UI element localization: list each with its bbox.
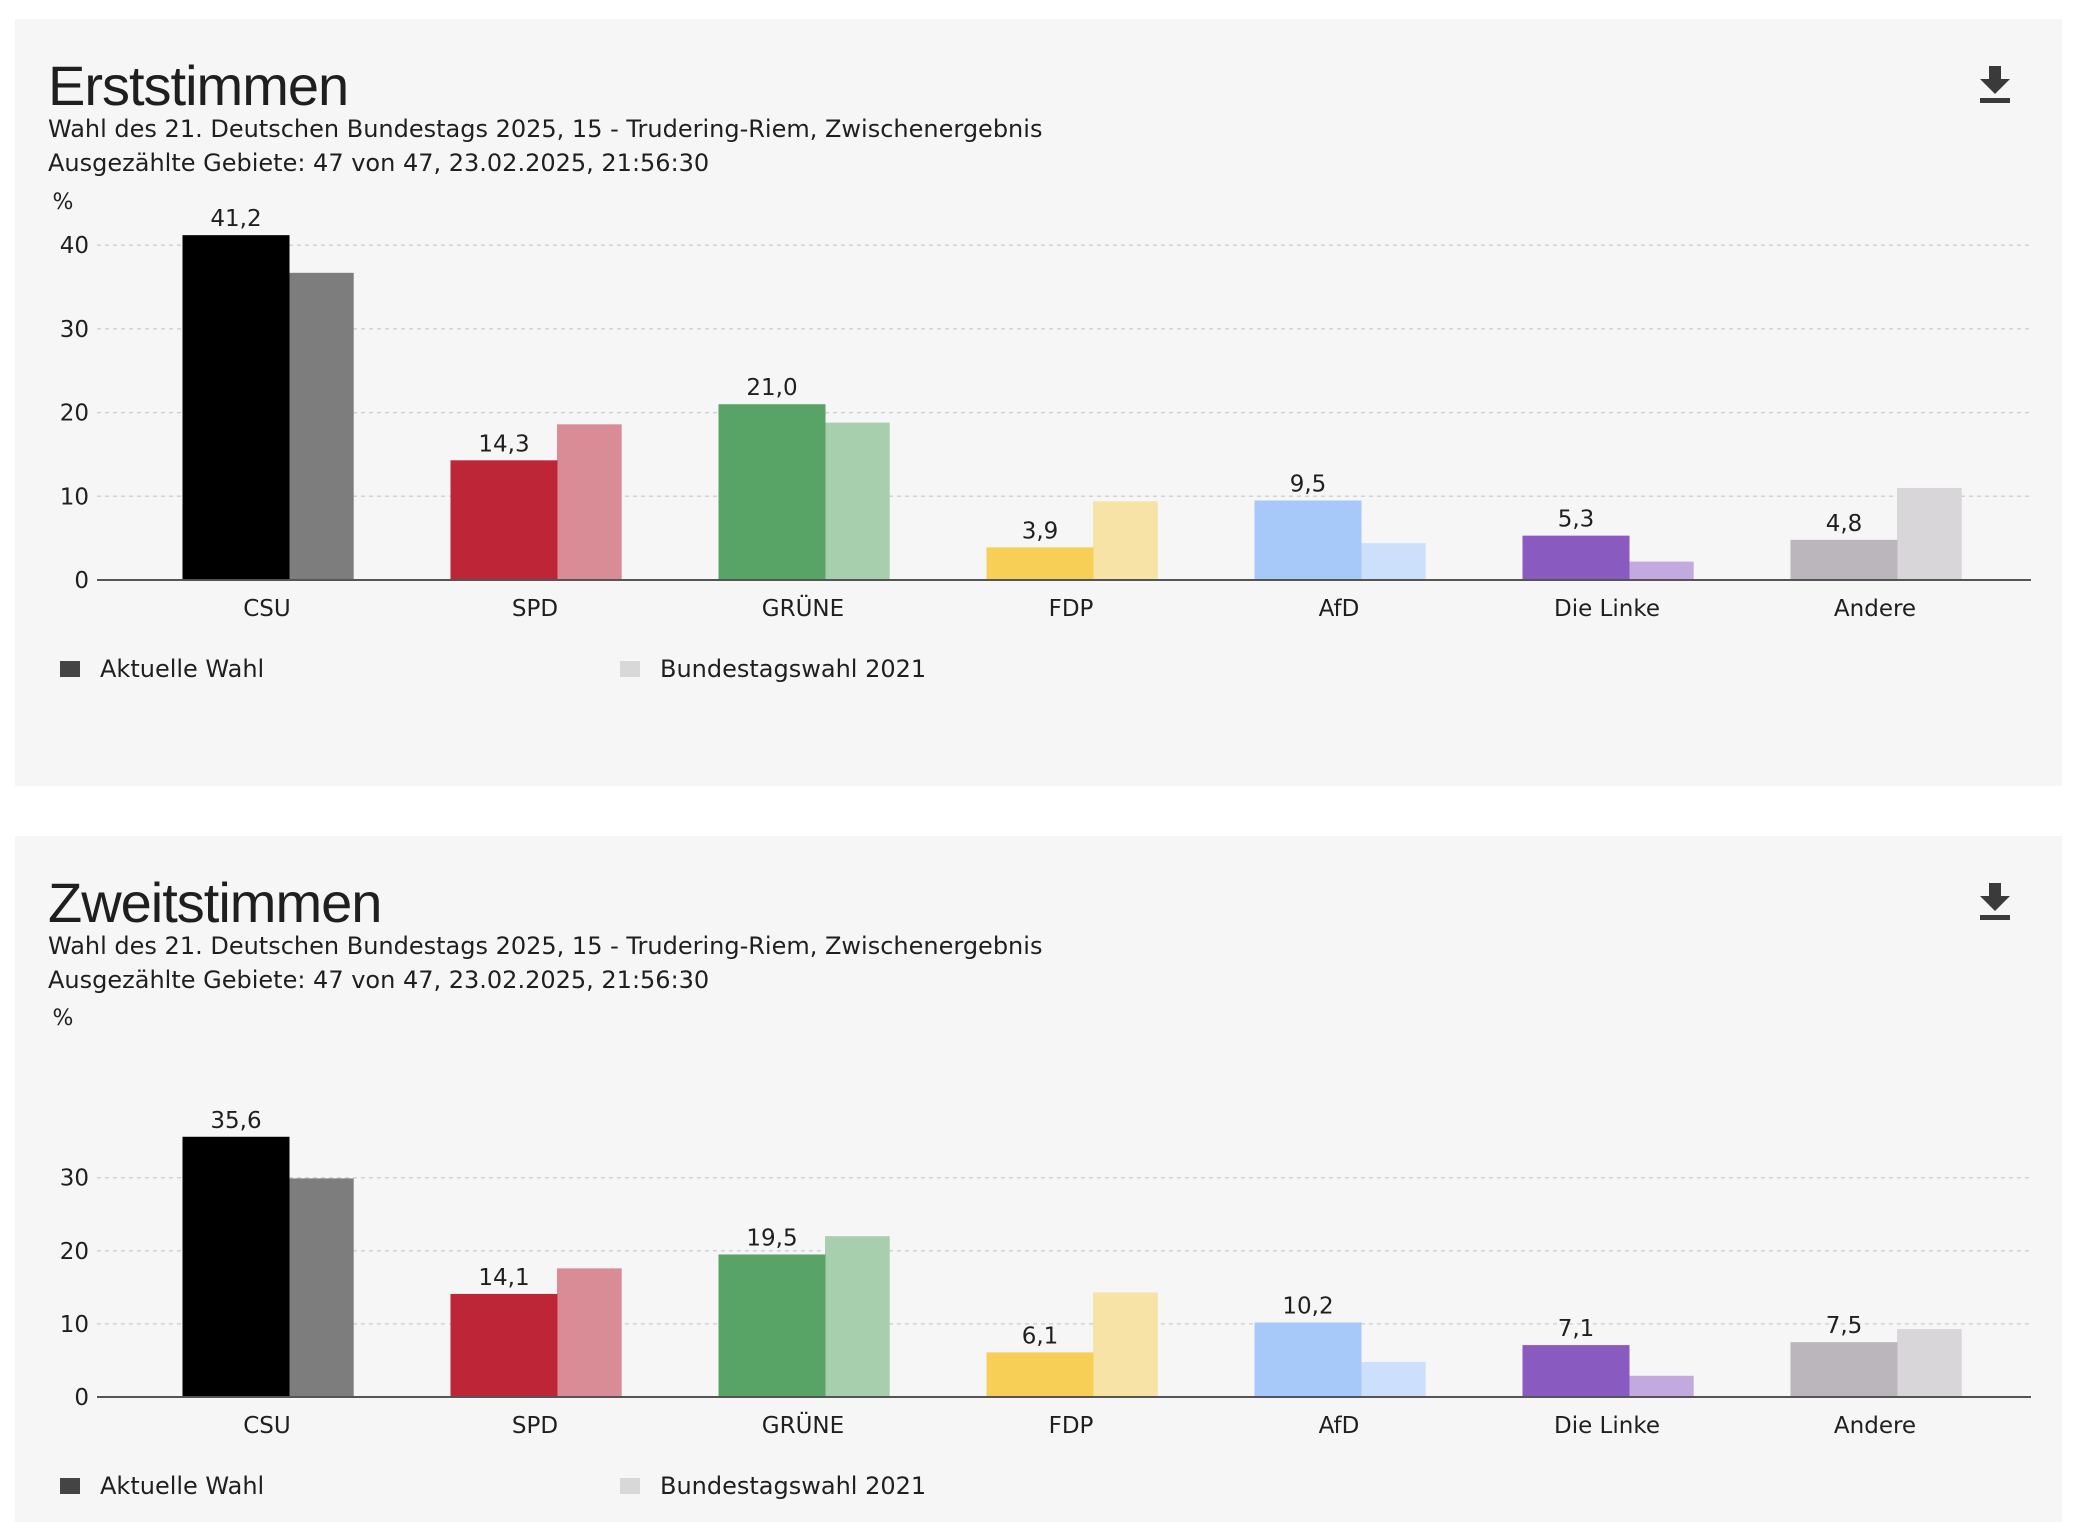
y-axis-unit: % [53,1006,74,1031]
bar-previous [1093,501,1158,580]
y-tick-label: 30 [60,317,89,343]
y-tick-label: 30 [60,1166,89,1192]
bar-previous [825,1236,890,1397]
erststimmen-bar-chart: % 0 10 20 30 40 41,2 CSU 14,3 SPD 21,0 GRÜNE 3,9 FDP 9… [53,190,2031,622]
y-tick-label: 10 [60,484,89,510]
bar-previous [1093,1292,1158,1397]
y-tick-label: 20 [60,401,89,427]
bar-value-label: 4,8 [1826,511,1863,537]
bar-current [986,547,1094,580]
bar-current [182,1136,290,1397]
x-tick-label: Andere [1834,596,1916,622]
bar-current [182,235,290,580]
x-tick-label: FDP [1049,596,1094,622]
bar-value-label: 35,6 [210,1108,261,1134]
bar-current [450,460,558,580]
y-tick-label: 20 [60,1239,89,1265]
x-tick-label: AfD [1319,596,1360,622]
legend-label-previous: Bundestagswahl 2021 [660,1472,927,1500]
x-tick-label: GRÜNE [762,1411,844,1439]
legend-item-current[interactable]: Aktuelle Wahl [60,1472,264,1500]
legend-swatch-previous [620,661,640,677]
bar-value-label: 7,5 [1826,1313,1863,1339]
y-tick-label: 40 [60,233,89,259]
bar-previous [289,272,354,580]
y-tick-label: 0 [74,1385,89,1411]
bar-current [1522,1345,1630,1397]
bar-value-label: 19,5 [746,1225,797,1251]
bar-previous [1361,543,1426,580]
bar-current [1522,535,1630,580]
bar-previous [1361,1361,1426,1397]
legend-swatch-previous [620,1478,640,1494]
bar-previous [1629,1375,1694,1397]
bar-current [450,1293,558,1397]
legend-item-current[interactable]: Aktuelle Wahl [60,655,264,683]
bar-current [1254,500,1362,580]
bar-value-label: 5,3 [1558,507,1595,533]
bar-current [986,1352,1094,1397]
bar-previous [825,422,890,580]
x-tick-label: CSU [243,596,291,622]
erststimmen-panel: Erststimmen Wahl des 21. Deutschen Bunde… [15,19,2062,786]
bar-current [1254,1322,1362,1397]
x-tick-label: CSU [243,1413,291,1439]
bar-value-label: 21,0 [746,375,797,401]
download-button[interactable] [1977,64,2013,104]
counted-areas-text: Ausgezählte Gebiete: 47 von 47, 23.02.20… [48,149,710,177]
bar-previous [557,1268,622,1397]
bar-value-label: 41,2 [210,206,261,232]
y-axis-unit: % [53,190,74,215]
bar-previous [1897,487,1962,580]
bar-value-label: 9,5 [1290,471,1327,497]
x-tick-label: FDP [1049,1413,1094,1439]
bar-value-label: 14,1 [478,1265,529,1291]
download-icon [1980,66,2010,103]
x-tick-label: Die Linke [1554,1413,1660,1439]
x-tick-label: SPD [512,1413,558,1439]
bar-value-label: 6,1 [1022,1323,1059,1349]
bar-previous [557,424,622,580]
x-tick-label: AfD [1319,1413,1360,1439]
x-tick-label: Andere [1834,1413,1916,1439]
panel-title: Zweitstimmen [48,871,382,934]
panel-subtitle: Wahl des 21. Deutschen Bundestags 2025, … [48,932,1043,960]
counted-areas-text: Ausgezählte Gebiete: 47 von 47, 23.02.20… [48,966,710,994]
legend-swatch-current [60,1478,80,1494]
panel-title: Erststimmen [48,54,349,117]
y-tick-label: 10 [60,1312,89,1338]
bar-current [718,1254,826,1397]
bar-value-label: 3,9 [1022,518,1059,544]
bar-previous [1897,1329,1962,1397]
legend-label-current: Aktuelle Wahl [100,655,265,683]
bar-value-label: 10,2 [1282,1293,1333,1319]
legend-item-previous[interactable]: Bundestagswahl 2021 [620,1472,926,1500]
bar-previous [289,1178,354,1397]
legend-label-previous: Bundestagswahl 2021 [660,655,927,683]
bar-previous [1629,561,1694,580]
x-tick-label: Die Linke [1554,596,1660,622]
legend-label-current: Aktuelle Wahl [100,1472,265,1500]
zweitstimmen-bar-chart: % 0 10 20 30 35,6 CSU 14,1 SPD 19,5 GRÜNE 6,1 FDP 10,… [53,1006,2031,1439]
x-tick-label: GRÜNE [762,594,844,622]
panel-subtitle: Wahl des 21. Deutschen Bundestags 2025, … [48,115,1043,143]
bar-current [1790,539,1898,580]
x-tick-label: SPD [512,596,558,622]
bar-current [718,404,826,580]
legend-swatch-current [60,661,80,677]
legend-item-previous[interactable]: Bundestagswahl 2021 [620,655,926,683]
y-tick-label: 0 [74,568,89,594]
download-button[interactable] [1977,881,2013,921]
bar-value-label: 7,1 [1558,1316,1595,1342]
bar-current [1790,1342,1898,1397]
bar-value-label: 14,3 [478,431,529,457]
download-icon [1980,883,2010,920]
zweitstimmen-panel: Zweitstimmen Wahl des 21. Deutschen Bund… [15,836,2062,1522]
